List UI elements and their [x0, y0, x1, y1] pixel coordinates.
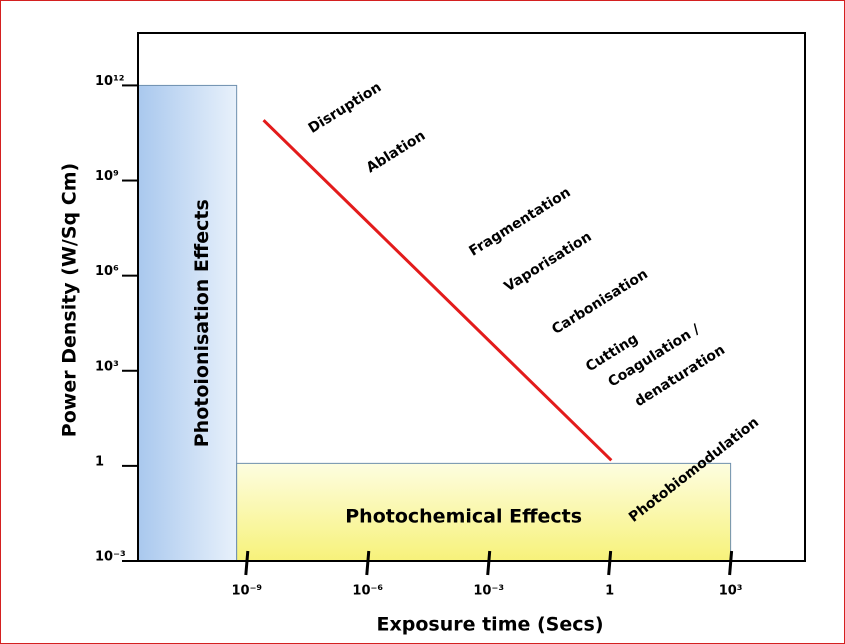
y-tick-label: 10⁹	[95, 169, 119, 184]
y-tick-label: 10⁻³	[95, 550, 126, 565]
region	[137, 84, 238, 562]
line	[262, 119, 613, 462]
x-tick	[244, 550, 250, 576]
x-tick	[365, 550, 371, 576]
annotation: Ablation	[364, 128, 429, 177]
region	[236, 462, 732, 562]
x-tick-label: 10⁻⁶	[352, 584, 383, 599]
annotation: Carbonisation	[549, 266, 651, 338]
y-tick-label: 10¹²	[95, 74, 124, 89]
annotation: Disruption	[306, 79, 385, 136]
y-tick-label: 10⁶	[95, 264, 119, 279]
y-tick-label: 10³	[95, 359, 119, 374]
x-tick-label: 10⁻³	[473, 584, 504, 599]
x-tick	[486, 550, 492, 576]
x-tick-label: 1	[605, 584, 614, 599]
x-axis-title: Exposure time (Secs)	[377, 614, 604, 636]
plot-frame	[137, 32, 806, 562]
x-tick	[728, 550, 734, 576]
x-tick-label: 10⁻⁹	[231, 584, 262, 599]
y-tick-label: 1	[95, 454, 104, 469]
region-label: Photochemical Effects	[345, 506, 582, 528]
region-label: Photoionisation Effects	[191, 199, 213, 447]
annotation: Vaporisation	[501, 229, 594, 295]
x-tick	[607, 550, 613, 576]
y-axis-title: Power Density (W/Sq Cm)	[59, 163, 81, 437]
x-tick-label: 10³	[719, 584, 743, 599]
